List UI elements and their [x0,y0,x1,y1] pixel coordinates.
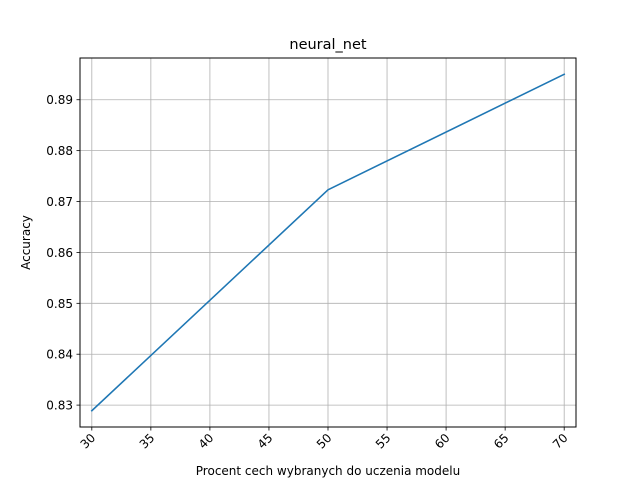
series-line [90,73,566,412]
chart-title: neural_net [289,37,367,53]
y-tick-label: 0.84 [46,348,73,362]
y-tick-label: 0.89 [46,93,73,107]
grid [80,58,576,427]
series-layer [90,73,566,412]
y-tick-label: 0.88 [46,144,73,158]
y-axis-label: Accuracy [19,215,33,270]
x-axis-label: Procent cech wybranych do uczenia modelu [196,464,460,478]
y-tick-label: 0.83 [46,399,73,413]
y-tick-label: 0.85 [46,297,73,311]
y-tick-label: 0.87 [46,195,73,209]
y-tick-label: 0.86 [46,246,73,260]
